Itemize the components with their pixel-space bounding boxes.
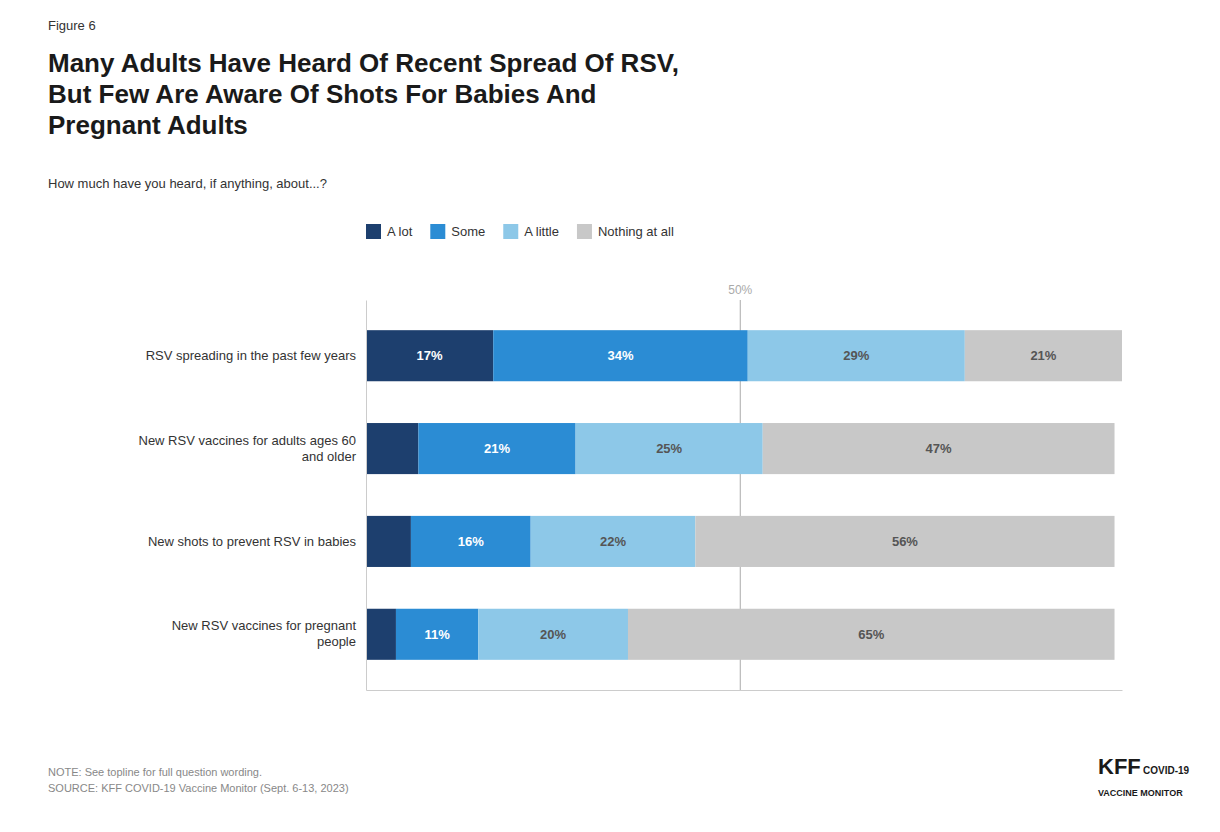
bar [748,330,965,381]
logo-text: KFF [1098,754,1141,779]
marks [366,300,1122,690]
bar [493,330,747,381]
text-line: and older [302,449,357,464]
data-label: 11% [424,627,450,642]
legend-label: A little [524,224,559,239]
x-axis-line [367,690,1123,691]
bar [411,516,531,567]
text-line: But Few Are Aware Of Shots For Babies An… [48,79,597,109]
data-label: 22% [600,534,626,549]
y-tick-label: New RSV vaccines for adults ages 60and o… [139,433,357,464]
bar [763,423,1115,474]
text-line: New shots to prevent RSV in babies [148,534,357,549]
bar [576,423,763,474]
subtitle: How much have you heard, if anything, ab… [48,176,327,191]
bar [396,609,478,660]
legend-item: Some [430,224,485,239]
legend-swatch [577,224,592,239]
series [628,330,1122,660]
data-labels: 17% 34% 21% 16% 11% 29% 25% 22% 20% 21% 47% 56% 65% [417,348,1057,642]
data-label: 56% [892,534,918,549]
logo-text: VACCINE MONITOR [1098,788,1183,798]
y-axis-line [366,301,367,691]
y-tick: New RSV vaccines for adults ages 60and o… [139,433,367,464]
legend-item: Nothing at all [577,224,674,239]
legend-item: A lot [366,224,413,239]
logo-text: COVID-19 [1143,765,1190,776]
bar [478,609,628,660]
text-line: people [317,634,356,649]
data-label: 21% [484,441,510,456]
bar [531,516,696,567]
data-label: 65% [858,627,884,642]
text-line: New RSV vaccines for pregnant [172,618,357,633]
legend-swatch [503,224,518,239]
bar [695,516,1114,567]
chart: Figure 6 Many Adults Have Heard Of Recent… [0,0,1220,832]
plot: 17% 34% 21% 16% 11% 29% 25% 22% 20% 21% 47% 56% 65% 5… [139,283,1123,691]
y-tick-label: New RSV vaccines for pregnantpeople [172,618,357,649]
data-label: 34% [607,348,633,363]
x-axis [367,690,1123,691]
text-line: RSV spreading in the past few years [146,348,357,363]
data-label: 21% [1030,348,1056,363]
bar [366,609,396,660]
y-tick-label: New shots to prevent RSV in babies [148,534,357,549]
title: Many Adults Have Heard Of Recent Spread … [48,48,679,140]
legend-label: Nothing at all [598,224,674,239]
data-label: 25% [656,441,682,456]
bar [418,423,575,474]
y-tick-label: RSV spreading in the past few years [146,348,357,363]
bar [965,330,1122,381]
bar [366,423,418,474]
text-line: New RSV vaccines for adults ages 60 [139,433,357,448]
bar [628,609,1115,660]
text-line: Many Adults Have Heard Of Recent Spread … [48,48,679,78]
data-label: 20% [540,627,566,642]
y-tick: New shots to prevent RSV in babies [148,534,366,549]
legend-swatch [430,224,445,239]
data-label: 17% [417,348,443,363]
data-label: 29% [843,348,869,363]
text-line: NOTE: See topline for full question word… [48,766,262,778]
y-tick: RSV spreading in the past few years [146,348,366,363]
series [366,330,493,660]
data-label: 16% [458,534,484,549]
legend-swatch [366,224,381,239]
legend-label: Some [451,224,485,239]
figure-label: Figure 6 [48,18,96,33]
note: NOTE: See topline for full question word… [48,766,349,794]
text-line: SOURCE: KFF COVID-19 Vaccine Monitor (Se… [48,782,349,794]
y-axis: RSV spreading in the past few years New R… [139,301,367,691]
text-line: Pregnant Adults [48,110,248,140]
y-tick: New RSV vaccines for pregnantpeople [172,618,366,649]
bar [366,516,411,567]
reference-label: 50% [728,283,752,297]
data-label: 47% [926,441,952,456]
legend-label: A lot [387,224,413,239]
legend-item: A little [503,224,559,239]
legend: A lot Some A little Nothing at all [366,224,674,239]
bar [366,330,493,381]
